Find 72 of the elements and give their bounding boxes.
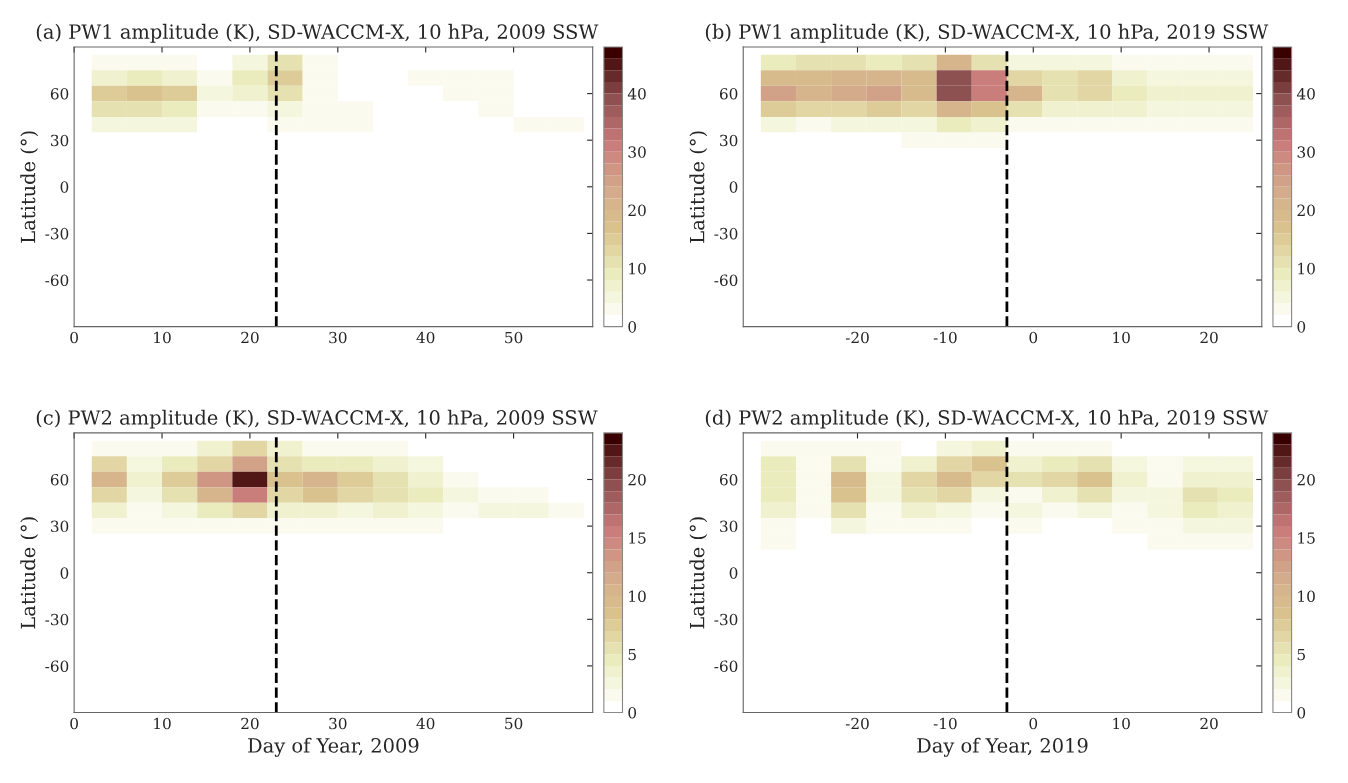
- y-axis-title: Latitude (°): [689, 517, 708, 629]
- x-tick-label: 0: [1029, 331, 1038, 344]
- color-bar-label: 10: [629, 590, 646, 603]
- y-tick-label: 60: [50, 473, 69, 486]
- x-tick-label: 20: [1200, 717, 1218, 730]
- y-tick-label: -30: [714, 227, 738, 240]
- x-tick-label: 10: [154, 717, 171, 730]
- x-tick-label: 0: [70, 717, 78, 730]
- x-tick-label: 30: [329, 717, 347, 730]
- color-bar-label: 30: [628, 146, 646, 158]
- y-tick-label: 60: [50, 88, 69, 100]
- x-tick-label: 50: [505, 717, 523, 730]
- y-axis-title: Latitude (°): [20, 131, 39, 243]
- color-bar-label: 40: [627, 88, 646, 100]
- y-axis-title: Latitude (°): [20, 517, 39, 629]
- chart-title: (a) PW1 amplitude (K), SD-WACCM-X, 10 hPa, 2009 SSW: [36, 23, 599, 43]
- x-tick-label: 20: [241, 717, 259, 730]
- x-axis-title: Day of Year, 2009: [248, 737, 419, 757]
- x-tick-label: 10: [154, 331, 171, 344]
- x-axis-title: Day of Year, 2019: [917, 737, 1088, 757]
- y-tick-label: 60: [719, 88, 738, 100]
- y-tick-label: -60: [714, 274, 738, 287]
- y-tick-label: 0: [60, 181, 69, 193]
- color-bar-label: 0: [1297, 707, 1306, 719]
- color-bar-label: 15: [1298, 532, 1315, 544]
- y-tick-label: 60: [719, 473, 738, 486]
- color-bar-label: 30: [1297, 146, 1315, 158]
- x-tick-label: 0: [70, 331, 78, 344]
- color-bar-label: 20: [1297, 473, 1315, 486]
- x-tick-label: 40: [416, 331, 435, 344]
- chart-title: (b) PW1 amplitude (K), SD-WACCM-X, 10 hPa, 2019 SSW: [705, 23, 1269, 43]
- color-bar-label: 15: [629, 532, 646, 544]
- y-tick-label: -30: [45, 227, 69, 240]
- x-tick-label: 40: [416, 717, 435, 730]
- x-tick-label: 10: [1113, 331, 1130, 344]
- y-tick-label: 0: [729, 181, 738, 193]
- color-bar-label: 10: [629, 262, 646, 275]
- x-tick-label: 30: [329, 331, 347, 344]
- y-tick-label: -60: [45, 274, 69, 287]
- x-tick-label: -20: [845, 717, 869, 730]
- y-tick-label: 0: [60, 567, 69, 579]
- x-tick-label: -10: [933, 331, 957, 344]
- color-bar-label: 40: [1296, 88, 1315, 100]
- y-tick-label: -60: [45, 660, 69, 672]
- x-tick-label: -20: [845, 331, 869, 344]
- y-tick-label: -60: [714, 660, 738, 672]
- y-tick-label: 30: [51, 520, 69, 533]
- color-bar-label: 10: [1298, 262, 1315, 275]
- y-tick-label: -30: [45, 613, 69, 626]
- y-tick-label: 30: [720, 520, 738, 533]
- x-tick-label: 50: [505, 331, 523, 344]
- x-tick-label: 20: [1200, 331, 1218, 344]
- x-tick-label: -10: [933, 717, 957, 730]
- color-bar-label: 0: [628, 321, 637, 333]
- y-tick-label: -30: [714, 613, 738, 626]
- chart-title: (d) PW2 amplitude (K), SD-WACCM-X, 10 hPa, 2019 SSW: [705, 409, 1269, 429]
- color-bar-label: 0: [628, 707, 637, 719]
- color-bar-label: 5: [628, 648, 636, 661]
- x-tick-label: 20: [241, 331, 259, 344]
- y-tick-label: 30: [51, 134, 69, 147]
- y-axis-title: Latitude (°): [689, 131, 708, 243]
- x-tick-label: 0: [1029, 717, 1038, 730]
- chart-title: (c) PW2 amplitude (K), SD-WACCM-X, 10 hPa, 2009 SSW: [36, 409, 598, 429]
- color-bar-label: 10: [1298, 590, 1315, 603]
- y-tick-label: 30: [720, 134, 738, 147]
- color-bar-label: 0: [1297, 321, 1306, 333]
- x-tick-label: 10: [1113, 717, 1130, 730]
- color-bar-label: 5: [1297, 648, 1305, 661]
- y-tick-label: 0: [729, 567, 738, 579]
- color-bar-label: 20: [628, 473, 646, 486]
- color-bar-label: 20: [1297, 204, 1315, 217]
- color-bar-label: 20: [628, 204, 646, 217]
